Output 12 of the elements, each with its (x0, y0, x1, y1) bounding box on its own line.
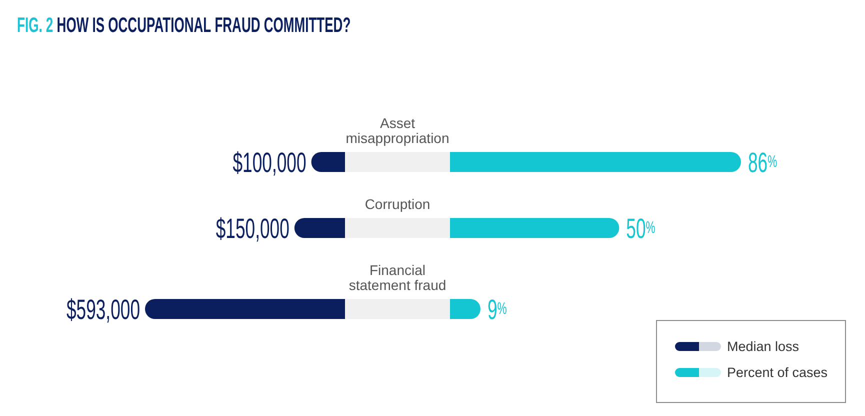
data-label: 86$^{%}$ (748, 146, 778, 178)
data-label: 50$^{%}$ (626, 212, 656, 244)
legend-label: Percent of cases (727, 365, 828, 380)
data-label: $100,000 (232, 146, 306, 178)
y-tick-label: Asset misappropriation (346, 115, 450, 146)
data-label: $593,000 (66, 294, 140, 325)
chart-title: FIG. 2 HOW IS OCCUPATIONAL FRAUD COMMITTED? (17, 12, 351, 37)
data-label: $150,000 (216, 212, 290, 244)
y-tick-label: Corruption (364, 196, 430, 212)
y-tick-label: Financial statement fraud (348, 262, 446, 293)
data-label: 9$^{%}$ (487, 294, 508, 325)
legend-label: Median loss (727, 339, 800, 354)
